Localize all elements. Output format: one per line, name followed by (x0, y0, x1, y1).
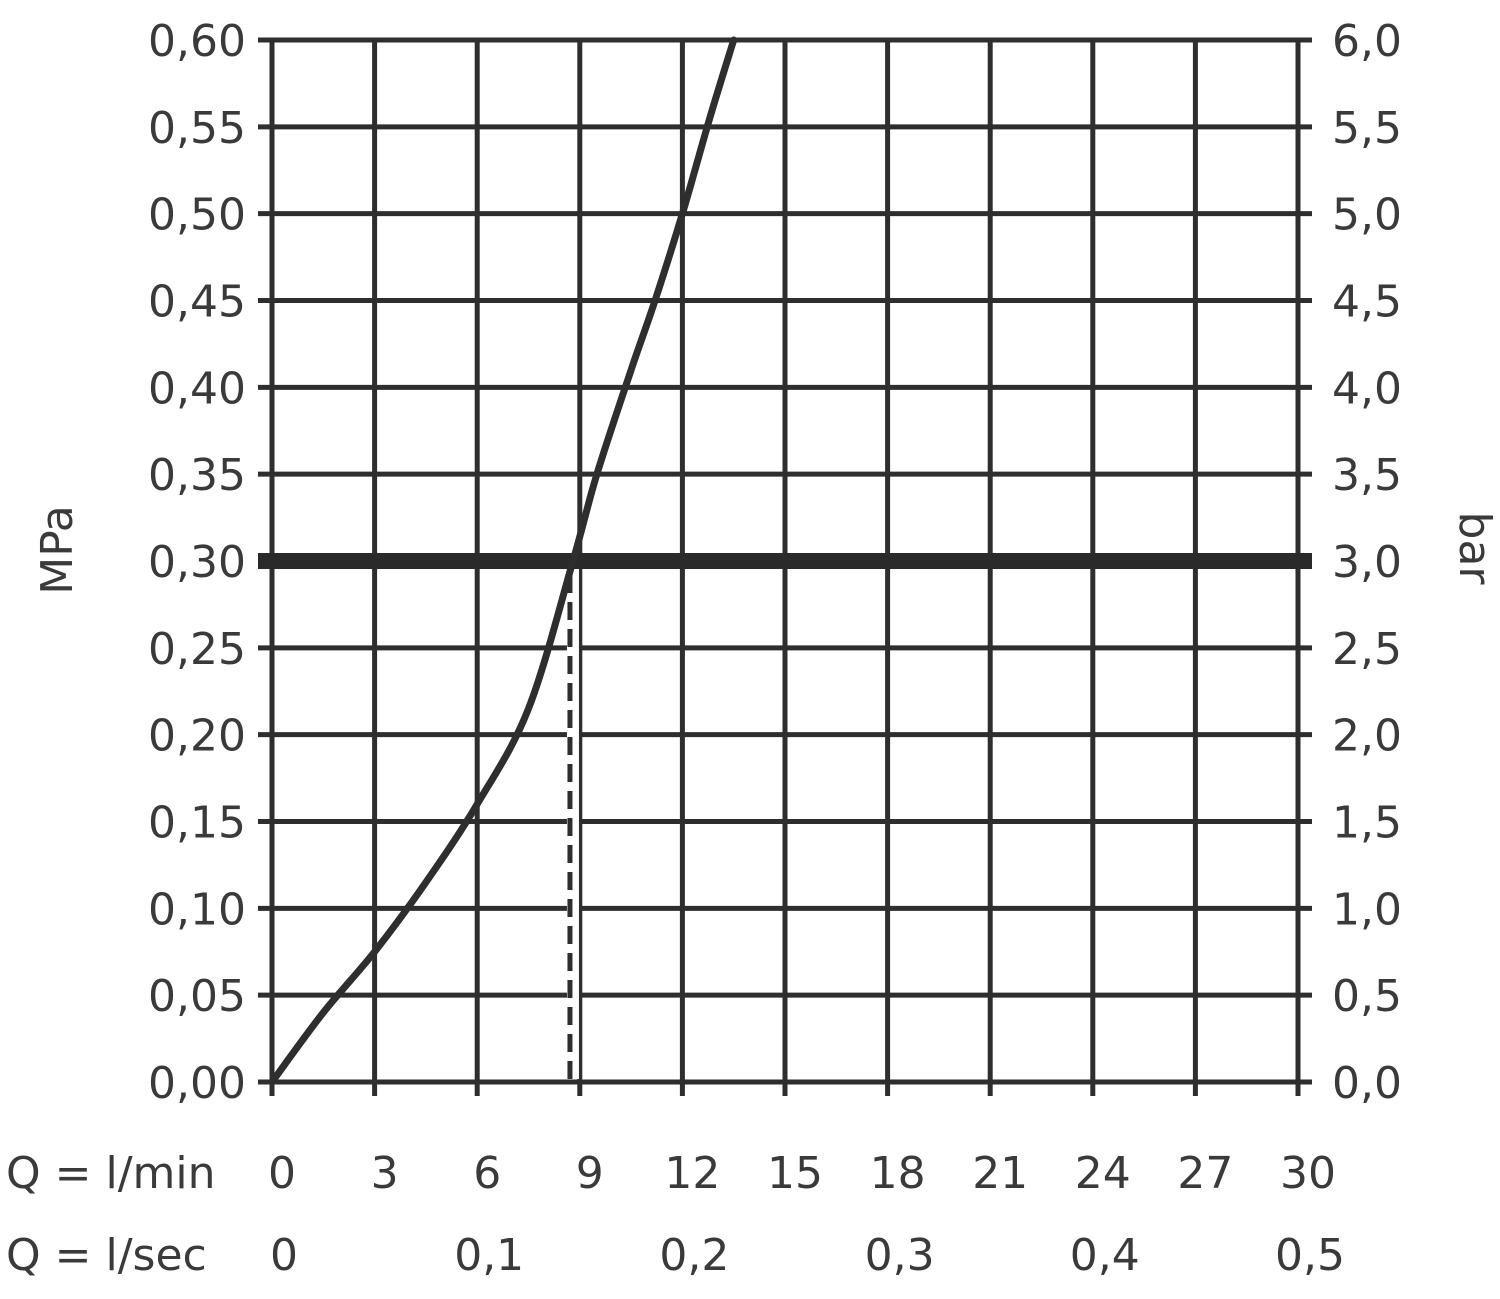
y-left-tick-label: 0,55 (148, 103, 246, 154)
y-left-tick-label: 0,25 (148, 624, 246, 675)
x-lmin-tick-label: 27 (1177, 1148, 1233, 1199)
x-lsec-tick-label: 0,4 (1070, 1230, 1140, 1281)
y-right-tick-label: 6,0 (1332, 16, 1402, 67)
series-line-0 (268, 36, 738, 1086)
x-lmin-tick-label: 15 (767, 1148, 823, 1199)
x-lmin-tick-label: 3 (371, 1148, 399, 1199)
x-lmin-tick-label: 24 (1075, 1148, 1131, 1199)
x-lsec-tick-label: 0,2 (659, 1230, 729, 1281)
y-right-tick-label: 1,5 (1332, 798, 1402, 849)
y-right-tick-label: 0,0 (1332, 1058, 1402, 1109)
y-right-tick-label: 0,5 (1332, 971, 1402, 1022)
x-lmin-tick-label: 12 (664, 1148, 720, 1199)
y-left-tick-label: 0,05 (148, 971, 246, 1022)
x-lmin-tick-label: 0 (268, 1148, 296, 1199)
x-lmin-tick-label: 30 (1280, 1148, 1336, 1199)
y-left-tick-label: 0,60 (148, 16, 246, 67)
y-right-tick-label: 5,5 (1332, 103, 1402, 154)
x-lmin-tick-label: 18 (870, 1148, 926, 1199)
y-right-tick-label: 1,0 (1332, 884, 1402, 935)
y-left-tick-label: 0,50 (148, 190, 246, 241)
y-left-tick-label: 0,30 (148, 537, 246, 588)
x-lsec-row-label: Q = l/sec (6, 1230, 207, 1281)
y-left-tick-label: 0,00 (148, 1058, 246, 1109)
y-right-tick-label: 4,0 (1332, 363, 1402, 414)
y-right-tick-label: 2,5 (1332, 624, 1402, 675)
x-lsec-tick-label: 0 (270, 1230, 298, 1281)
y-left-tick-label: 0,45 (148, 277, 246, 328)
tick-labels: 0,00 0,00,05 0,50,10 1,00,15 1,50,20 2,00,25 2… (148, 16, 1402, 1281)
y-right-axis-title: bar (1449, 512, 1500, 586)
x-lmin-row-label: Q = l/min (6, 1148, 216, 1199)
y-left-axis-title: MPa (32, 505, 83, 594)
y-left-tick-label: 0,35 (148, 450, 246, 501)
y-right-tick-label: 5,0 (1332, 190, 1402, 241)
chart-marks (258, 36, 1312, 1086)
x-lsec-tick-label: 0,3 (865, 1230, 935, 1281)
y-left-tick-label: 0,20 (148, 711, 246, 762)
y-right-tick-label: 3,5 (1332, 450, 1402, 501)
y-right-tick-label: 3,0 (1332, 537, 1402, 588)
x-lsec-tick-label: 0,5 (1275, 1230, 1345, 1281)
y-left-tick-label: 0,10 (148, 884, 246, 935)
x-lsec-tick-label: 0,1 (454, 1230, 524, 1281)
x-lmin-tick-label: 6 (473, 1148, 501, 1199)
y-right-tick-label: 2,0 (1332, 711, 1402, 762)
y-right-tick-label: 4,5 (1332, 277, 1402, 328)
x-lmin-tick-label: 9 (576, 1148, 604, 1199)
y-left-tick-label: 0,40 (148, 363, 246, 414)
y-left-tick-label: 0,15 (148, 798, 246, 849)
x-lmin-tick-label: 21 (972, 1148, 1028, 1199)
